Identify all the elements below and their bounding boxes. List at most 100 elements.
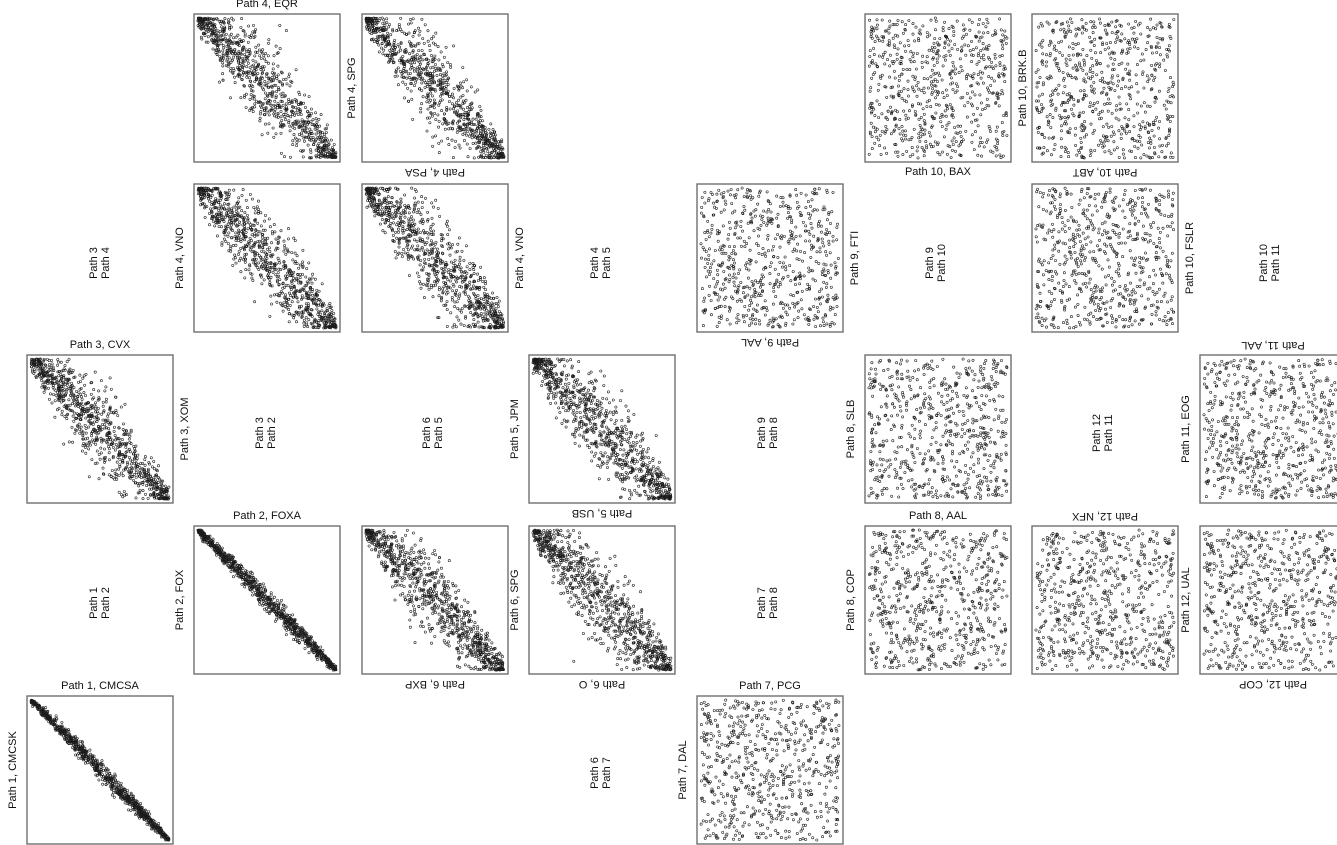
data-point (285, 613, 289, 617)
data-point (331, 148, 335, 152)
data-point (34, 701, 37, 705)
data-point (102, 457, 106, 461)
data-point (227, 565, 231, 569)
data-point (270, 93, 274, 97)
data-point (247, 584, 251, 588)
data-point (236, 564, 240, 568)
data-point (145, 479, 149, 483)
data-point (320, 309, 324, 313)
data-point (275, 300, 279, 304)
data-point (81, 430, 85, 434)
data-point (90, 458, 94, 461)
data-point (229, 25, 233, 29)
data-point (55, 725, 59, 729)
data-point (226, 21, 230, 25)
data-point (255, 205, 259, 209)
data-point (137, 491, 141, 495)
data-point (40, 706, 43, 710)
data-point (81, 432, 85, 436)
data-point (281, 83, 284, 87)
data-point (76, 744, 80, 748)
data-point (273, 99, 277, 103)
data-point (241, 71, 245, 75)
data-point (99, 767, 103, 771)
data-point (370, 38, 374, 41)
data-point (478, 134, 481, 138)
data-point (57, 374, 61, 378)
data-point (419, 62, 422, 66)
data-point (84, 408, 88, 412)
data-point (251, 84, 255, 88)
data-point (440, 109, 444, 113)
data-point (422, 41, 426, 45)
data-point (372, 29, 376, 33)
data-point (238, 37, 242, 41)
data-point (217, 191, 221, 195)
data-point (165, 496, 168, 500)
data-point (226, 222, 230, 226)
data-point (251, 278, 255, 282)
data-point (452, 44, 456, 48)
data-point (431, 135, 435, 139)
data-point (396, 66, 400, 70)
data-point (81, 376, 85, 380)
data-point (84, 426, 88, 430)
data-point (498, 143, 502, 147)
data-point (417, 26, 421, 30)
data-point (125, 450, 129, 453)
data-point (412, 31, 416, 35)
data-point (425, 69, 429, 73)
data-point (312, 646, 316, 649)
data-point (437, 119, 441, 123)
data-point (310, 647, 314, 651)
data-point (67, 386, 71, 390)
data-point (490, 143, 494, 147)
data-point (254, 577, 258, 581)
data-point (65, 413, 69, 417)
data-point (418, 67, 422, 71)
data-point (465, 122, 469, 126)
data-point (74, 747, 77, 751)
data-point (99, 428, 103, 432)
data-point (107, 776, 111, 780)
data-point (309, 285, 313, 289)
data-point (248, 263, 252, 267)
data-point (70, 739, 74, 743)
data-point (479, 132, 483, 135)
data-point (63, 378, 67, 381)
data-point (439, 94, 443, 98)
data-point (223, 207, 227, 211)
data-point (307, 95, 311, 98)
data-point (257, 597, 261, 601)
data-point (229, 569, 233, 573)
data-point (317, 303, 321, 307)
data-point (123, 402, 127, 406)
data-point (79, 414, 83, 418)
data-point (466, 117, 470, 121)
data-point (95, 758, 99, 762)
data-point (394, 53, 398, 56)
data-point (59, 379, 63, 383)
data-point (149, 493, 152, 497)
data-point (252, 94, 256, 98)
data-point (115, 460, 119, 464)
data-point (410, 82, 413, 85)
data-point (60, 374, 64, 378)
data-point (310, 308, 314, 312)
data-point (216, 37, 220, 40)
data-point (133, 450, 137, 454)
data-point (418, 76, 422, 80)
data-point (287, 75, 291, 79)
data-point (77, 743, 81, 747)
data-point (134, 461, 138, 465)
data-point (289, 616, 293, 620)
data-point (161, 833, 165, 836)
data-point (440, 139, 444, 143)
data-point (279, 109, 283, 113)
data-point (468, 134, 471, 138)
data-point (216, 49, 220, 53)
data-point (43, 387, 47, 391)
data-point (263, 607, 266, 611)
data-point (118, 457, 122, 461)
data-point (94, 768, 98, 772)
